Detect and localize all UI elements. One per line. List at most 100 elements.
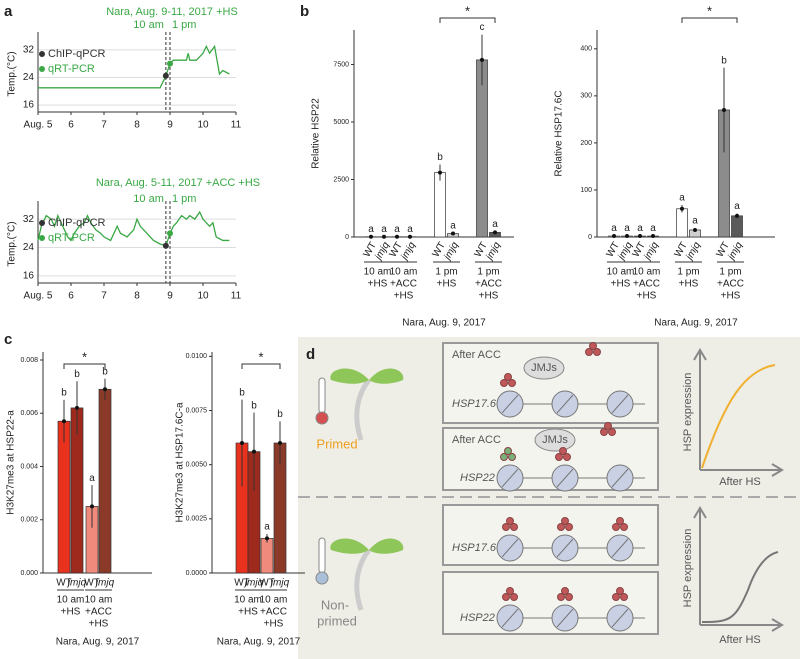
chart-footer: Nara, Aug. 9, 2017 (56, 637, 140, 648)
x-tick-label: WT (84, 578, 100, 589)
non-primed-label: Non- (321, 597, 349, 612)
graph-y-label: HSP expression (682, 529, 694, 608)
x-tick-label: 6 (68, 291, 74, 302)
legend-label: qRT-PCR (48, 63, 95, 75)
annotation: 1 pm (172, 193, 196, 205)
y-axis-label: H3K27me3 at HSP22-a (6, 410, 17, 515)
box-title: After ACC (452, 349, 501, 361)
group-label: 1 pm (477, 267, 499, 278)
mark (502, 593, 510, 601)
significance-letter: a (450, 220, 456, 231)
thermometer (318, 537, 326, 574)
mark (593, 348, 601, 356)
mean-point (278, 441, 282, 445)
dna (611, 468, 629, 488)
graph-x-label: After HS (719, 634, 761, 646)
x-tick-label: 7 (101, 291, 107, 302)
legend-label: ChIP-qPCR (48, 48, 106, 60)
mark (565, 593, 573, 601)
x-tick-label: 10 (197, 120, 209, 131)
y-tick-label: 24 (23, 242, 35, 253)
bar (434, 172, 446, 238)
significance-letter: b (277, 409, 283, 420)
group-label: 1 pm (677, 267, 699, 278)
mark (506, 587, 514, 595)
y-tick-label: 0.0075 (186, 407, 208, 414)
x-tick-label: Aug. 5 (24, 291, 53, 302)
panel-label: c (4, 331, 12, 348)
significance-letter: b (239, 387, 245, 398)
mark (500, 379, 508, 387)
dna (556, 608, 574, 628)
x-tick-label: jmjq (483, 240, 503, 263)
group-label: 1 pm (435, 267, 457, 278)
mark (555, 453, 563, 461)
sample-point (167, 230, 173, 237)
group-label: +HS (89, 619, 109, 630)
y-tick-label: 0.006 (20, 410, 38, 417)
significance-letter: a (264, 522, 270, 533)
x-tick-label: jmjq (725, 240, 745, 263)
mean-point (451, 231, 455, 236)
group-label: +ACC (717, 279, 744, 290)
group-label: +HS (437, 279, 457, 290)
annotation: 1 pm (172, 19, 196, 31)
gene-label: HSP22 (460, 472, 495, 484)
y-axis-label: Relative HSP22 (311, 98, 322, 169)
significance-letter: a (734, 201, 740, 212)
group-label: 10 am (260, 595, 288, 606)
thermometer-bulb (315, 411, 329, 425)
y-tick-label: 24 (23, 72, 35, 83)
y-tick-label: 32 (23, 44, 35, 55)
gene-label: HSP22 (460, 612, 495, 624)
y-tick-label: 0.000 (20, 570, 38, 577)
x-tick-label: jmjq (269, 578, 290, 589)
thermometer (318, 377, 326, 414)
group-label: +HS (394, 291, 414, 302)
annotation: 10 am (133, 193, 164, 205)
mark (508, 453, 516, 461)
x-tick-label: 8 (134, 120, 140, 131)
diagram: d After ACC JMJs HSP17.6C After ACC JMJs… (298, 337, 800, 659)
bar (731, 215, 743, 238)
significance-letter: a (394, 224, 400, 235)
y-tick-label: 32 (23, 214, 35, 225)
y-axis-label: H3K27me3 at HSP17.6C-a (175, 402, 186, 523)
group-label: +ACC (85, 607, 112, 618)
mean-point (265, 536, 269, 541)
group-label: 10 am (234, 595, 262, 606)
mark (508, 379, 516, 387)
significance-letter: a (624, 223, 630, 234)
dna (501, 538, 519, 558)
y-axis-label: Temp.(°C) (7, 51, 18, 96)
mark (565, 523, 573, 531)
group-label: +HS (721, 291, 741, 302)
mean-point (75, 405, 79, 410)
mark (557, 593, 565, 601)
x-tick-label: WT (259, 578, 275, 589)
group-label: +HS (368, 279, 388, 290)
panel-label: b (300, 3, 309, 20)
y-tick-label: 0.0000 (186, 570, 208, 577)
mark (608, 428, 616, 436)
mean-point (735, 213, 739, 218)
mean-point (493, 230, 497, 235)
leaf (369, 368, 404, 384)
x-tick-label: 11 (231, 291, 242, 302)
y-tick-label: 0 (588, 234, 592, 241)
y-axis-label: Relative HSP17.6C (554, 90, 565, 176)
mark (510, 523, 518, 531)
x-tick-label: jmjq (66, 578, 87, 589)
dna (556, 538, 574, 558)
y-tick-label: 0.002 (20, 517, 38, 524)
significance-letter: a (650, 223, 656, 234)
x-tick-label: 9 (167, 120, 173, 131)
y-tick-label: 0.0050 (186, 462, 208, 469)
y-tick-label: 100 (580, 187, 592, 194)
mean-point (408, 234, 412, 239)
significance-letter: a (381, 224, 387, 235)
mark (616, 587, 624, 595)
enzyme (534, 428, 576, 452)
x-tick-label: WT (56, 578, 72, 589)
x-tick-label: 9 (167, 291, 173, 302)
